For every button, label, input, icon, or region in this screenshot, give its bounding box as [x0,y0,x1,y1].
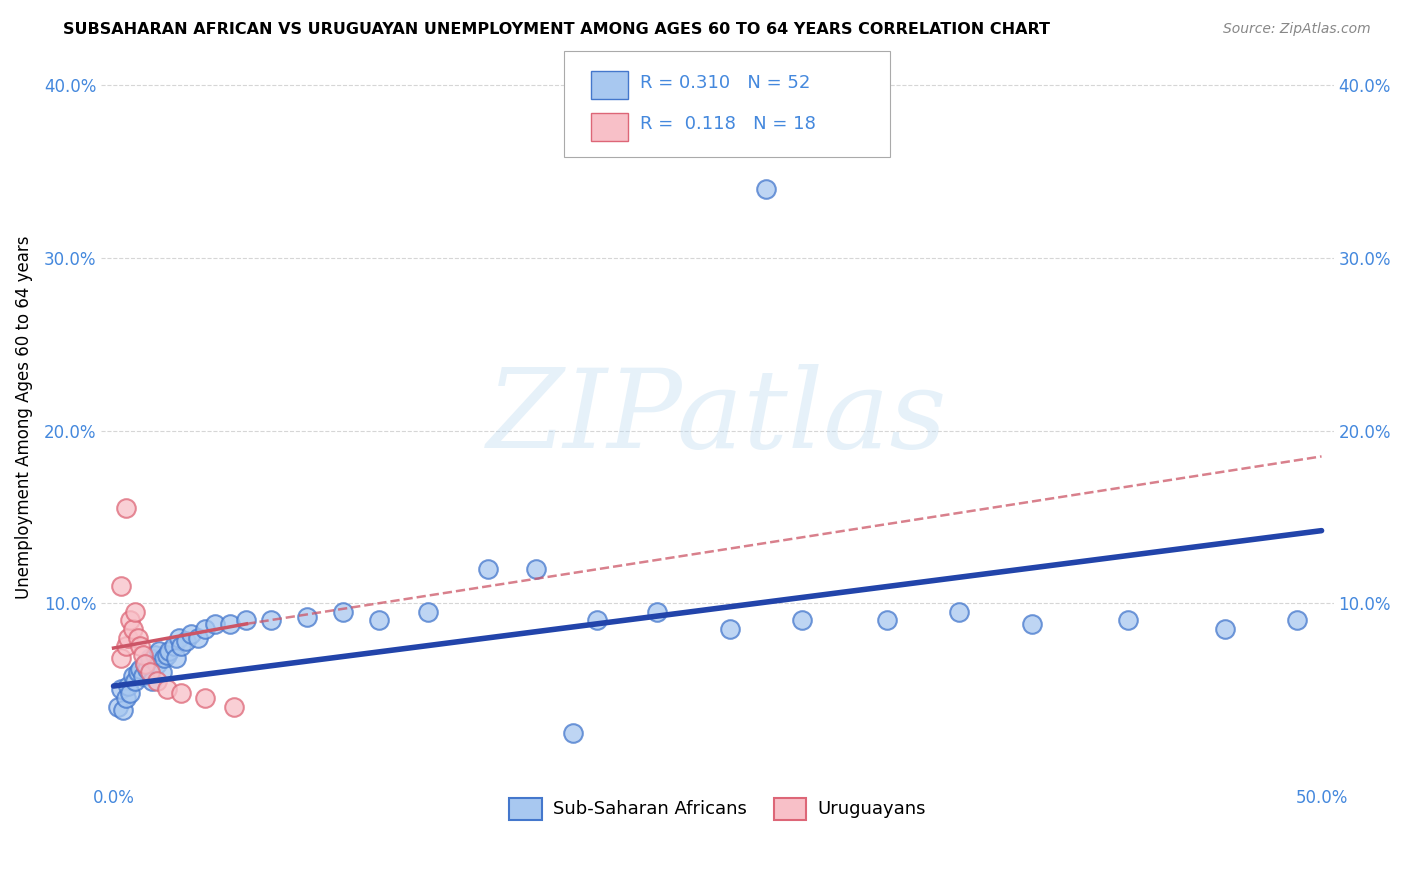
Point [477,561,499,575]
FancyBboxPatch shape [564,51,890,157]
Point [134,657,156,671]
Point [876,614,898,628]
Point [122,668,145,682]
Point [141,673,163,688]
Point [585,614,607,628]
Point [117,679,139,693]
Text: Source: ZipAtlas.com: Source: ZipAtlas.com [1223,22,1371,37]
Y-axis label: Unemployment Among Ages 60 to 64 years: Unemployment Among Ages 60 to 64 years [15,235,32,599]
Point [187,631,209,645]
Point [127,665,149,680]
Point [790,614,813,628]
Point [1213,622,1236,636]
Point [136,662,159,676]
Point [124,605,146,619]
Point [755,182,778,196]
Point [174,634,197,648]
Point [259,614,281,628]
Point [146,657,169,671]
Point [218,616,240,631]
Point [561,725,583,739]
Point [129,640,152,654]
Point [165,651,187,665]
Text: R =  0.118   N = 18: R = 0.118 N = 18 [640,115,815,133]
Point [170,640,193,654]
Point [139,665,162,680]
Point [112,703,135,717]
Point [1021,616,1043,631]
Point [122,622,145,636]
Point [148,644,170,658]
FancyBboxPatch shape [591,112,627,141]
Point [131,648,153,662]
Point [156,648,179,662]
Text: R = 0.310   N = 52: R = 0.310 N = 52 [640,74,810,92]
Point [416,605,439,619]
Point [235,614,257,628]
Point [368,614,391,628]
Point [167,631,190,645]
Point [114,640,136,654]
Point [139,651,162,665]
Point [150,665,173,680]
Point [1286,614,1309,628]
Point [332,605,354,619]
Point [194,691,217,706]
Point [120,614,142,628]
FancyBboxPatch shape [591,71,627,99]
Point [134,657,156,671]
Point [718,622,741,636]
Point [110,579,132,593]
Point [1116,614,1139,628]
Text: ZIPatlas: ZIPatlas [488,364,948,471]
Point [194,622,217,636]
Point [114,501,136,516]
Point [143,648,166,662]
Point [110,682,132,697]
Point [127,631,149,645]
Point [124,673,146,688]
Point [157,644,180,658]
Point [120,686,142,700]
Text: SUBSAHARAN AFRICAN VS URUGUAYAN UNEMPLOYMENT AMONG AGES 60 TO 64 YEARS CORRELATI: SUBSAHARAN AFRICAN VS URUGUAYAN UNEMPLOY… [63,22,1050,37]
Point [204,616,226,631]
Point [107,699,129,714]
Point [131,668,153,682]
Point [153,651,176,665]
Point [295,610,318,624]
Point [114,691,136,706]
Point [524,561,547,575]
Point [110,651,132,665]
Point [645,605,668,619]
Point [224,699,246,714]
Point [163,640,186,654]
Point [948,605,970,619]
Point [129,662,152,676]
Point [146,673,169,688]
Legend: Sub-Saharan Africans, Uruguayans: Sub-Saharan Africans, Uruguayans [502,790,932,827]
Point [117,631,139,645]
Point [170,686,193,700]
Point [180,627,202,641]
Point [156,682,179,697]
